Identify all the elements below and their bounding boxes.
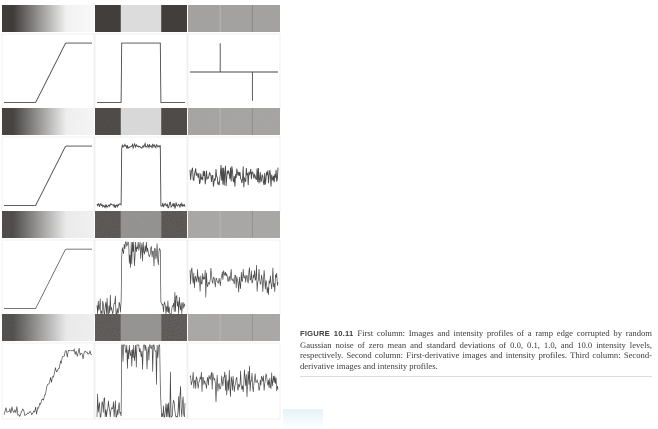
first-derivative-profile-box: [94, 136, 188, 214]
ramp-image-strip: [2, 5, 94, 32]
figure-label: FIGURE 10.11: [300, 329, 354, 338]
first-derivative-profile-curve: [97, 42, 185, 103]
first-derivative-profile-box: [94, 33, 188, 111]
figure-caption: FIGURE 10.11 First column: Images and int…: [300, 328, 652, 371]
ramp-profile-box: [1, 33, 95, 111]
ramp-profile-box: [1, 342, 95, 420]
image-noise-overlay: [2, 108, 94, 135]
derivative-image-dark-left: [95, 5, 121, 32]
image-noise-overlay: [95, 314, 187, 341]
ramp-profile-curve: [4, 145, 92, 206]
image-noise-overlay: [188, 211, 280, 238]
image-noise-overlay: [95, 108, 187, 135]
image-noise-overlay: [188, 314, 280, 341]
second-derivative-profile-curve: [189, 365, 279, 403]
image-noise-overlay: [2, 314, 94, 341]
image-noise-overlay: [95, 211, 187, 238]
image-noise-overlay: [2, 211, 94, 238]
caption-rule: [300, 376, 652, 377]
second-derivative-profile-curve: [189, 164, 279, 188]
decorative-corner: [283, 409, 323, 429]
first-derivative-profile-curve: [96, 344, 186, 418]
ramp-profile-curve: [3, 348, 93, 418]
ramp-profile-box: [1, 239, 95, 317]
derivative-image-dark-right: [161, 5, 187, 32]
second-derivative-profile-box: [187, 239, 281, 317]
image-noise-overlay: [188, 108, 280, 135]
ramp-profile-curve: [4, 42, 92, 103]
figure-caption-text: First column: Images and intensity profi…: [300, 328, 652, 371]
ramp-profile-box: [1, 136, 95, 214]
figure-grid: [1, 5, 281, 420]
ramp-profile-curve: [4, 248, 92, 309]
second-derivative-profile-curve: [189, 264, 279, 298]
first-derivative-profile-curve: [96, 141, 186, 209]
second-derivative-image-strip: [188, 5, 280, 32]
